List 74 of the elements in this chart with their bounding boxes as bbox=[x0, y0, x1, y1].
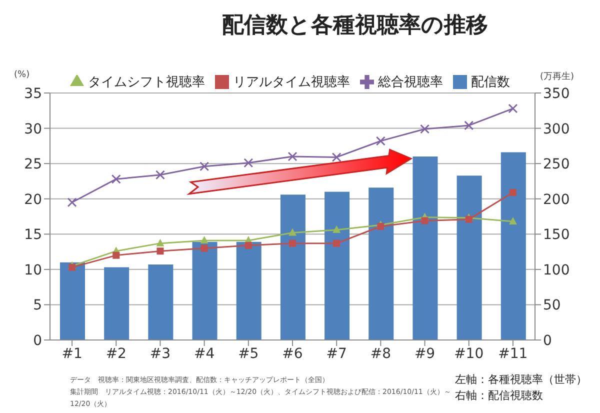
point bbox=[288, 152, 298, 162]
y-tick-label: 25 bbox=[24, 156, 42, 173]
point bbox=[289, 240, 296, 247]
point bbox=[508, 104, 518, 114]
legend-label: タイムシフト視聴率 bbox=[88, 75, 205, 90]
x-tick-label: #10 bbox=[454, 346, 484, 362]
bar bbox=[368, 188, 394, 340]
bar bbox=[192, 242, 218, 340]
point bbox=[156, 248, 164, 255]
y2-axis-title: (万再生) bbox=[540, 70, 574, 83]
point bbox=[332, 152, 342, 162]
bar bbox=[412, 156, 438, 340]
y2-tick-label: 250 bbox=[543, 156, 570, 173]
y-tick-label: 0 bbox=[33, 332, 42, 349]
y-tick-label: 20 bbox=[24, 192, 42, 208]
y2-tick-label: 0 bbox=[543, 332, 552, 349]
y-tick-label: 10 bbox=[24, 262, 42, 278]
x-tick-label: #4 bbox=[194, 346, 215, 362]
x-tick-label: #5 bbox=[238, 346, 259, 362]
bar bbox=[60, 262, 85, 340]
point bbox=[68, 264, 76, 271]
point bbox=[156, 238, 164, 246]
y-tick-label: 35 bbox=[24, 86, 42, 102]
y2-tick-label: 200 bbox=[543, 192, 570, 208]
x-tick-label: #9 bbox=[414, 346, 436, 362]
point bbox=[508, 216, 517, 224]
bar bbox=[456, 176, 482, 340]
legend-label: リアルタイム視聴率 bbox=[233, 75, 350, 90]
point bbox=[421, 217, 428, 224]
point bbox=[332, 225, 341, 233]
legend-label: 配信数 bbox=[471, 75, 510, 90]
bar bbox=[236, 242, 262, 340]
x-tick-label: #1 bbox=[62, 346, 82, 362]
point bbox=[464, 120, 474, 130]
y2-tick-label: 100 bbox=[543, 262, 570, 278]
point bbox=[244, 242, 252, 249]
point bbox=[244, 158, 254, 168]
point bbox=[333, 240, 340, 247]
y2-tick-label: 150 bbox=[543, 227, 570, 244]
bar bbox=[280, 194, 306, 340]
x-tick-label: #11 bbox=[498, 346, 528, 362]
point bbox=[288, 228, 296, 236]
x-tick-label: #7 bbox=[326, 346, 347, 362]
point bbox=[67, 198, 77, 208]
point bbox=[200, 244, 208, 252]
x-tick-label: #2 bbox=[106, 346, 126, 362]
y-tick-label: 15 bbox=[24, 227, 42, 244]
point bbox=[377, 222, 384, 230]
point bbox=[376, 136, 386, 146]
legend-label: 総合視聴率 bbox=[378, 75, 443, 90]
bar bbox=[148, 264, 174, 340]
x-tick-label: #3 bbox=[150, 346, 171, 362]
text: 左軸：各種視聴率（世帯） bbox=[455, 372, 587, 388]
point bbox=[112, 252, 120, 259]
x-tick-label: #8 bbox=[370, 346, 391, 362]
point bbox=[420, 124, 430, 134]
point bbox=[509, 189, 516, 196]
y2-tick-label: 350 bbox=[543, 86, 570, 102]
bar bbox=[324, 192, 350, 340]
bar bbox=[500, 152, 526, 340]
bar bbox=[104, 267, 130, 340]
chart-title: 配信数と各種視聴率の推移 bbox=[221, 12, 489, 40]
y-tick-label: 5 bbox=[33, 298, 42, 314]
x-tick-label: #6 bbox=[282, 346, 303, 362]
y-tick-label: 30 bbox=[24, 121, 42, 138]
point bbox=[200, 162, 210, 172]
point bbox=[155, 170, 165, 180]
text: 右軸：配信視聴数 bbox=[455, 388, 544, 404]
y2-tick-label: 50 bbox=[543, 298, 561, 314]
point bbox=[200, 236, 208, 244]
y2-tick-label: 300 bbox=[543, 121, 570, 138]
point bbox=[465, 216, 472, 223]
y-axis-title: (%) bbox=[14, 70, 30, 80]
point bbox=[111, 174, 121, 184]
